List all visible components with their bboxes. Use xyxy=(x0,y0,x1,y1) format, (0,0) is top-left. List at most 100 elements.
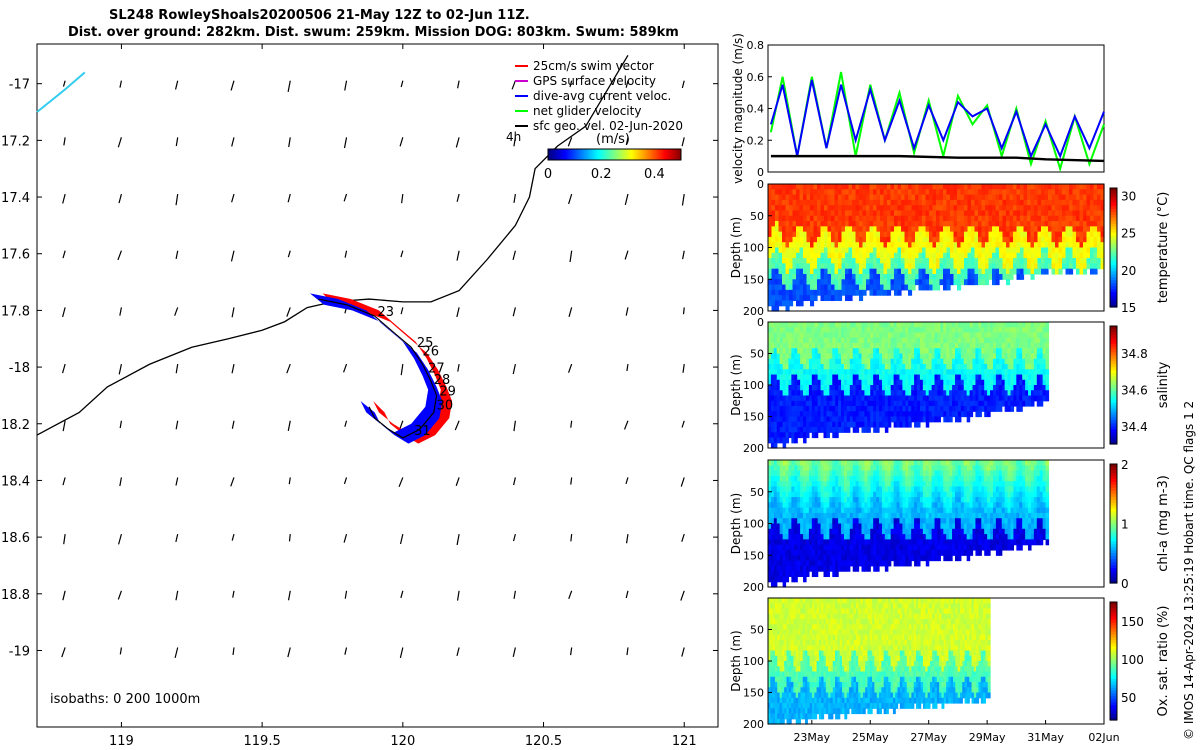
temperature-cell xyxy=(1076,242,1081,249)
salinity-cell xyxy=(1033,395,1038,402)
temperature-cell xyxy=(971,268,976,275)
salinity-cell xyxy=(832,379,836,386)
salinity-cell xyxy=(829,343,833,349)
salinity-cell xyxy=(896,379,901,386)
salinity-cell xyxy=(914,322,918,328)
temperature-cell xyxy=(782,184,787,190)
salinity-cell xyxy=(925,364,930,370)
chl-a-cell xyxy=(800,497,804,503)
salinity-cell xyxy=(992,337,997,344)
temperature-cell xyxy=(1076,205,1081,212)
temperature-cell xyxy=(824,284,829,291)
temperature-cell xyxy=(1100,258,1105,264)
salinity-cell xyxy=(814,322,819,328)
salinity-cell xyxy=(1010,322,1015,328)
salinity-cell xyxy=(817,395,822,402)
salinity-cell xyxy=(931,332,936,339)
temperature-cell xyxy=(971,189,976,196)
salinity-cell xyxy=(788,374,792,381)
salinity-cell xyxy=(987,322,991,328)
salinity-cell xyxy=(879,395,883,402)
temperature-cell xyxy=(925,189,930,196)
salinity-cell xyxy=(884,327,889,334)
temperature-cell xyxy=(1013,252,1018,259)
salinity-cell xyxy=(876,385,880,391)
temperature-cell xyxy=(834,199,839,206)
temperature-cell xyxy=(939,205,944,212)
salinity-cell xyxy=(1010,343,1015,349)
chl-a-cell xyxy=(811,512,816,519)
salinity-cell xyxy=(779,421,784,428)
temperature-cell xyxy=(778,236,783,243)
salinity-cell xyxy=(879,411,883,418)
salinity-cell xyxy=(890,369,895,376)
salinity-cell xyxy=(820,390,825,397)
salinity-cell xyxy=(995,406,1000,412)
temperature-cell xyxy=(771,194,776,201)
chl-a-cell xyxy=(832,539,836,546)
temperature-cell xyxy=(950,205,955,212)
chl-a-cell xyxy=(864,465,868,472)
temperature-cell xyxy=(918,194,923,201)
salinity-cell xyxy=(919,416,924,423)
temperature-cell xyxy=(1076,268,1081,275)
salinity-cell xyxy=(931,353,936,360)
salinity-cell xyxy=(785,427,790,433)
chl-a-cell xyxy=(797,539,801,546)
salinity-cell xyxy=(893,369,898,376)
temperature-cell xyxy=(1083,210,1088,217)
chl-a-cell xyxy=(814,502,819,509)
temperature-cell xyxy=(817,263,822,270)
temperature-cell xyxy=(1016,199,1021,206)
salinity-cell xyxy=(849,400,854,407)
salinity-cell xyxy=(981,379,985,386)
salinity-cell xyxy=(917,364,921,370)
temperature-cell xyxy=(866,279,871,286)
temperature-cell xyxy=(974,242,979,249)
salinity-cell xyxy=(931,369,936,376)
salinity-cell xyxy=(768,353,772,360)
salinity-cell xyxy=(1010,379,1015,386)
temperature-cell xyxy=(1065,236,1070,243)
salinity-cell xyxy=(776,437,781,444)
salinity-cell xyxy=(937,395,941,402)
salinity-cell xyxy=(998,337,1003,344)
temperature-cell xyxy=(792,247,797,254)
salinity-cell xyxy=(978,395,982,402)
salinity-cell xyxy=(943,348,947,355)
chl-a-cell xyxy=(788,560,792,567)
salinity-cell xyxy=(832,421,836,428)
chl-a-cell xyxy=(829,486,833,493)
temperature-cell xyxy=(880,252,885,259)
temperature-cell xyxy=(806,284,811,291)
salinity-cell xyxy=(776,400,781,407)
salinity-cell xyxy=(902,411,906,418)
salinity-cell xyxy=(1030,322,1035,328)
temperature-cell xyxy=(1093,242,1098,249)
salinity-cell xyxy=(1010,406,1015,412)
temperature-cell xyxy=(820,226,825,233)
salinity-cell xyxy=(899,379,903,386)
salinity-cell xyxy=(905,369,909,376)
temperature-cell xyxy=(876,268,881,275)
legend-label: GPS surface velocity xyxy=(533,74,656,88)
temperature-cell xyxy=(1020,252,1025,259)
temperature-cell xyxy=(974,268,979,275)
colorbar-cell xyxy=(621,149,623,160)
salinity-cell xyxy=(841,427,845,433)
salinity-cell xyxy=(782,406,787,412)
salinity-cell xyxy=(975,369,979,376)
salinity-cell xyxy=(905,390,909,397)
salinity-cell xyxy=(852,343,857,349)
temperature-cell xyxy=(929,226,934,233)
temperature-cell xyxy=(960,279,965,286)
temperature-cell xyxy=(1041,184,1046,190)
temperature-cell xyxy=(946,210,951,217)
chl-a-cell xyxy=(808,528,813,535)
salinity-cell xyxy=(995,379,1000,386)
salinity-cell xyxy=(791,332,795,339)
salinity-cell xyxy=(1028,390,1032,397)
salinity-cell xyxy=(978,327,982,334)
salinity-cell xyxy=(788,322,792,328)
salinity-cell xyxy=(823,379,828,386)
